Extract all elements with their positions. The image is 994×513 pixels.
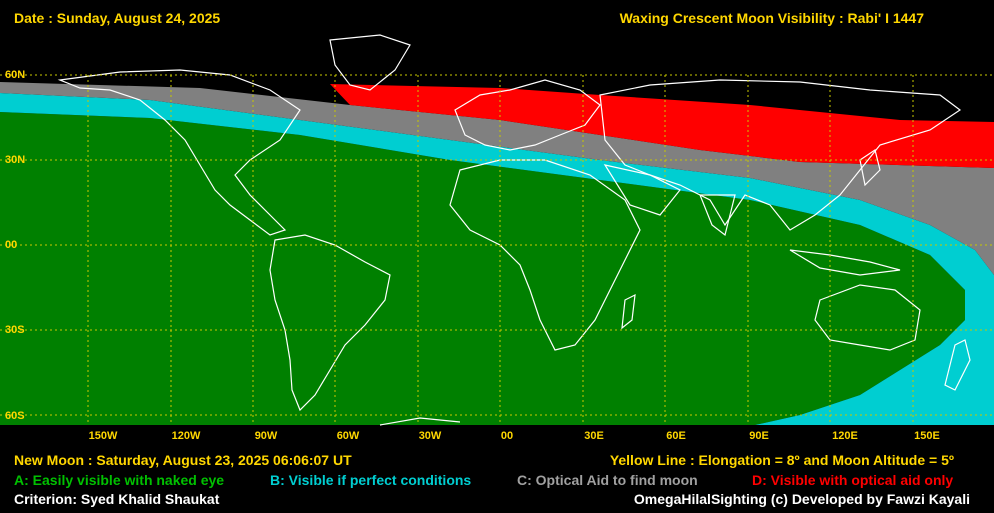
lon-label: 30E bbox=[584, 430, 604, 442]
zone-d-region bbox=[330, 84, 994, 168]
date-label: Date : Sunday, August 24, 2025 bbox=[14, 10, 221, 26]
south-america-coast bbox=[269, 234, 391, 412]
graticule bbox=[0, 74, 994, 425]
lat-label: 00 bbox=[5, 239, 18, 251]
india-coast bbox=[699, 194, 736, 237]
lat-label: 30S bbox=[5, 324, 25, 336]
legend-d: D: Visible with optical aid only bbox=[752, 472, 954, 488]
africa-coast bbox=[449, 159, 641, 351]
greenland-coast bbox=[329, 34, 411, 91]
map-title: Waxing Crescent Moon Visibility : Rabi' … bbox=[619, 10, 924, 26]
visibility-zones bbox=[0, 82, 994, 425]
lon-label: 120W bbox=[171, 430, 201, 442]
lon-label: 90W bbox=[254, 430, 278, 442]
lon-label: 120E bbox=[832, 430, 858, 442]
lat-label: 60S bbox=[5, 410, 25, 422]
arabia-coast bbox=[603, 164, 681, 216]
lon-label: 60E bbox=[666, 430, 686, 442]
credit-label: OmegaHilalSighting (c) Developed by Fawz… bbox=[633, 491, 970, 507]
legend-c: C: Optical Aid to find moon bbox=[517, 472, 698, 488]
madagascar-coast bbox=[621, 293, 636, 330]
north-america-coast bbox=[57, 69, 301, 236]
new-moon-label: New Moon : Saturday, August 23, 2025 06:… bbox=[14, 452, 352, 468]
japan-coast bbox=[859, 149, 881, 187]
new-zealand-coast bbox=[944, 339, 971, 391]
zone-a-region bbox=[0, 112, 965, 425]
zone-b-region bbox=[0, 93, 994, 425]
yellow-line-label: Yellow Line : Elongation = 8º and Moon A… bbox=[609, 452, 954, 468]
legend-a: A: Easily visible with naked eye bbox=[14, 472, 225, 488]
criterion-label: Criterion: Syed Khalid Shaukat bbox=[14, 491, 220, 507]
europe-coast bbox=[454, 79, 601, 151]
lon-label: 60W bbox=[336, 430, 360, 442]
lon-label: 150E bbox=[914, 430, 940, 442]
coastlines bbox=[57, 34, 971, 426]
lat-label: 60N bbox=[5, 69, 26, 81]
lon-label: 00 bbox=[500, 430, 514, 442]
lon-label: 90E bbox=[749, 430, 769, 442]
lon-label: 150W bbox=[88, 430, 118, 442]
zone-c-region bbox=[0, 82, 994, 275]
legend-b: B: Visible if perfect conditions bbox=[270, 472, 472, 488]
antarctica-coast bbox=[379, 417, 461, 426]
lon-label: 30W bbox=[418, 430, 442, 442]
lat-label: 30N bbox=[5, 154, 26, 166]
australia-coast bbox=[814, 284, 921, 351]
